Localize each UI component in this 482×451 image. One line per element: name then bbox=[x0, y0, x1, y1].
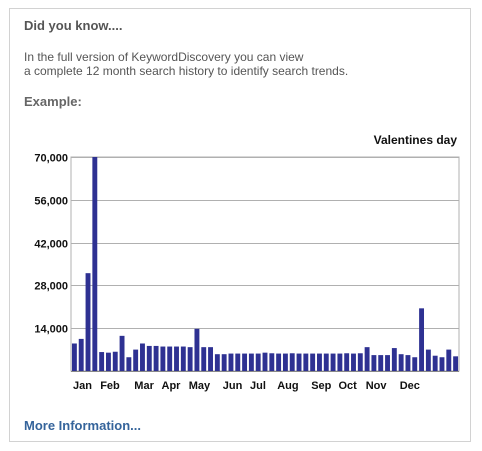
y-tick-label: 70,000 bbox=[34, 153, 68, 165]
x-tick-label: Apr bbox=[162, 380, 182, 392]
bar bbox=[344, 353, 350, 371]
bar bbox=[85, 273, 91, 371]
x-tick-label: May bbox=[189, 380, 211, 392]
bar bbox=[167, 346, 173, 371]
y-tick-label: 56,000 bbox=[34, 196, 68, 208]
bar bbox=[242, 353, 248, 371]
bar bbox=[153, 345, 159, 371]
y-tick-label: 42,000 bbox=[34, 239, 68, 251]
x-tick-label: Sep bbox=[311, 380, 331, 392]
description-line-1: In the full version of KeywordDiscovery … bbox=[24, 50, 304, 64]
bar bbox=[78, 338, 84, 371]
bar bbox=[330, 353, 336, 371]
bar bbox=[71, 343, 77, 371]
bar bbox=[269, 353, 275, 371]
bar bbox=[371, 355, 377, 371]
bar bbox=[92, 157, 98, 371]
bar bbox=[446, 349, 452, 371]
x-tick-label: Feb bbox=[100, 380, 120, 392]
bar bbox=[228, 353, 234, 371]
bar bbox=[105, 352, 111, 371]
chart-grid bbox=[70, 156, 460, 372]
bar bbox=[310, 353, 316, 371]
panel-heading: Did you know.... bbox=[24, 18, 123, 33]
bar bbox=[180, 346, 186, 371]
more-information-link[interactable]: More Information... bbox=[24, 418, 141, 433]
bar bbox=[425, 349, 431, 371]
y-tick-label: 14,000 bbox=[34, 324, 68, 336]
bar bbox=[337, 353, 343, 371]
bar bbox=[453, 356, 459, 371]
bar bbox=[351, 353, 356, 371]
x-tick-label: Oct bbox=[339, 380, 358, 392]
bar bbox=[323, 353, 329, 371]
chart-title: Valentines day bbox=[374, 133, 458, 147]
bar bbox=[214, 354, 220, 371]
bar bbox=[174, 346, 179, 371]
bar bbox=[99, 352, 105, 371]
bar bbox=[194, 328, 200, 371]
description-line-2: a complete 12 month search history to id… bbox=[24, 64, 349, 78]
bar bbox=[378, 355, 384, 371]
bar bbox=[289, 353, 295, 371]
bar bbox=[133, 349, 139, 371]
bar bbox=[303, 353, 309, 371]
bar bbox=[126, 357, 132, 371]
bar bbox=[282, 353, 288, 371]
plot-frame bbox=[70, 156, 460, 372]
bar bbox=[208, 347, 213, 371]
bar bbox=[146, 345, 152, 371]
y-tick-label: 28,000 bbox=[34, 281, 68, 293]
bar bbox=[255, 353, 261, 371]
bar bbox=[385, 355, 390, 371]
bar bbox=[432, 355, 438, 371]
bar bbox=[160, 346, 166, 371]
bar bbox=[276, 353, 282, 371]
panel-description: In the full version of KeywordDiscovery … bbox=[24, 50, 348, 78]
x-tick-label: Jul bbox=[250, 380, 266, 392]
bar bbox=[419, 308, 425, 371]
x-tick-label: Jun bbox=[223, 380, 243, 392]
bar bbox=[187, 347, 193, 371]
bar bbox=[296, 353, 302, 371]
chart-bars bbox=[71, 157, 459, 371]
bar bbox=[119, 335, 125, 371]
bar bbox=[140, 343, 145, 371]
bar bbox=[391, 348, 397, 371]
chart-axes: 70,000 56,000 42,000 28,000 14,000 Jan Feb Mar A… bbox=[34, 153, 459, 392]
bar bbox=[439, 357, 445, 371]
bar bbox=[364, 347, 370, 371]
bar bbox=[201, 347, 207, 371]
x-tick-label: Jan bbox=[73, 380, 92, 392]
bar bbox=[235, 353, 241, 371]
example-label: Example: bbox=[24, 94, 82, 109]
x-tick-label: Nov bbox=[366, 380, 388, 392]
x-tick-label: Aug bbox=[277, 380, 298, 392]
bar bbox=[405, 355, 411, 371]
bar bbox=[112, 351, 118, 371]
bar bbox=[398, 354, 404, 371]
bar bbox=[317, 353, 322, 371]
bar bbox=[357, 353, 363, 371]
x-tick-label: Mar bbox=[134, 380, 154, 392]
x-tick-label: Dec bbox=[400, 380, 420, 392]
bar bbox=[262, 352, 268, 371]
bar bbox=[412, 357, 418, 371]
bar bbox=[248, 353, 254, 371]
bar bbox=[221, 354, 227, 371]
